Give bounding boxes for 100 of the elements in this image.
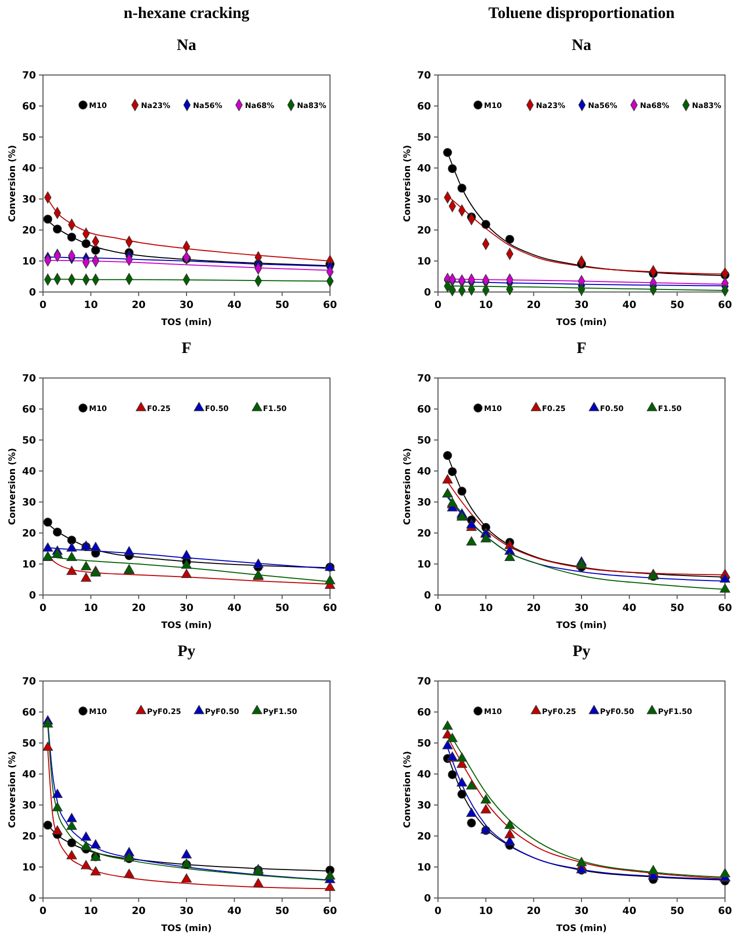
y-tick-label: 30 bbox=[22, 498, 36, 508]
y-tick-label: 0 bbox=[29, 288, 36, 298]
y-tick-label: 30 bbox=[417, 194, 432, 206]
y-tick-label: 60 bbox=[22, 102, 36, 112]
x-tick-label: 60 bbox=[323, 300, 337, 311]
y-tick-label: 60 bbox=[22, 404, 36, 416]
x-tick-label: 60 bbox=[718, 603, 732, 614]
y-tick-label: 60 bbox=[417, 102, 432, 112]
x-tick-label: 30 bbox=[180, 300, 194, 311]
x-tick-label: 30 bbox=[574, 300, 588, 311]
y-tick-label: 30 bbox=[22, 800, 36, 812]
y-tick-label: 0 bbox=[29, 894, 36, 904]
chart-title: Toluene disproportionation bbox=[488, 5, 675, 22]
x-tick-label: 30 bbox=[574, 603, 588, 614]
y-tick-label: 20 bbox=[417, 832, 432, 842]
x-tick-label: 50 bbox=[670, 906, 684, 917]
y-tick-label: 20 bbox=[22, 528, 36, 540]
chart-title: Py bbox=[178, 643, 196, 660]
x-tick-label: 0 bbox=[434, 300, 442, 311]
x-tick-label: 20 bbox=[526, 906, 541, 917]
x-axis-title: TOS (min) bbox=[161, 924, 212, 934]
x-tick-label: 10 bbox=[478, 603, 493, 614]
x-axis-title: TOS (min) bbox=[556, 924, 607, 934]
y-tick-label: 50 bbox=[22, 132, 36, 144]
y-tick-label: 60 bbox=[22, 708, 36, 718]
y-tick-label: 70 bbox=[417, 70, 432, 82]
chart-title: F bbox=[576, 340, 587, 357]
chart-subtitle: Na bbox=[176, 37, 196, 54]
x-tick-label: 20 bbox=[132, 300, 146, 311]
y-tick-label: 10 bbox=[417, 256, 432, 268]
y-tick-label: 40 bbox=[417, 164, 432, 174]
y-tick-label: 30 bbox=[417, 498, 432, 508]
x-tick-label: 40 bbox=[227, 603, 242, 614]
x-tick-label: 50 bbox=[275, 906, 290, 917]
y-axis-title: Conversion (%) bbox=[403, 448, 413, 526]
x-tick-label: 10 bbox=[84, 603, 98, 614]
x-tick-label: 20 bbox=[132, 906, 146, 917]
y-tick-label: 0 bbox=[424, 894, 432, 904]
y-tick-label: 70 bbox=[22, 70, 36, 82]
y-tick-label: 10 bbox=[417, 862, 432, 874]
y-axis-title: Conversion (%) bbox=[8, 448, 18, 526]
x-tick-label: 40 bbox=[622, 300, 636, 311]
x-axis-title: TOS (min) bbox=[161, 318, 212, 328]
x-tick-label: 30 bbox=[180, 906, 194, 917]
x-tick-label: 20 bbox=[526, 300, 541, 311]
y-tick-label: 50 bbox=[417, 132, 432, 144]
x-tick-label: 20 bbox=[526, 603, 541, 614]
y-tick-label: 40 bbox=[22, 770, 36, 780]
y-tick-label: 50 bbox=[417, 738, 432, 750]
y-tick-label: 60 bbox=[417, 404, 432, 416]
y-tick-label: 20 bbox=[22, 832, 36, 842]
x-tick-label: 40 bbox=[622, 603, 636, 614]
x-tick-label: 10 bbox=[478, 906, 493, 917]
chart-title: n-hexane cracking bbox=[124, 5, 250, 22]
y-axis-title: Conversion (%) bbox=[8, 750, 18, 828]
y-axis-title: Conversion (%) bbox=[403, 144, 413, 222]
y-tick-label: 10 bbox=[22, 560, 36, 570]
y-tick-label: 30 bbox=[417, 800, 432, 812]
y-tick-label: 70 bbox=[417, 676, 432, 688]
x-tick-label: 0 bbox=[40, 603, 47, 614]
y-tick-label: 40 bbox=[22, 466, 36, 478]
x-tick-label: 50 bbox=[670, 300, 684, 311]
x-tick-label: 60 bbox=[323, 906, 337, 917]
x-tick-label: 40 bbox=[227, 300, 242, 311]
chart-subtitle: Na bbox=[572, 37, 592, 54]
y-tick-label: 20 bbox=[417, 226, 432, 236]
x-tick-label: 60 bbox=[718, 300, 732, 311]
y-tick-label: 10 bbox=[417, 560, 432, 570]
y-tick-label: 10 bbox=[22, 862, 36, 874]
y-tick-label: 0 bbox=[29, 590, 36, 602]
x-tick-label: 10 bbox=[478, 300, 493, 311]
x-tick-label: 0 bbox=[40, 300, 47, 311]
y-tick-label: 50 bbox=[22, 436, 36, 446]
x-tick-label: 10 bbox=[84, 300, 98, 311]
x-tick-label: 30 bbox=[180, 603, 194, 614]
x-tick-label: 0 bbox=[434, 906, 442, 917]
y-axis-title: Conversion (%) bbox=[8, 144, 18, 222]
x-tick-label: 40 bbox=[622, 906, 636, 917]
x-axis-title: TOS (min) bbox=[161, 621, 212, 631]
y-tick-label: 50 bbox=[22, 738, 36, 750]
x-tick-label: 40 bbox=[227, 906, 242, 917]
chart-title: F bbox=[182, 340, 192, 357]
x-axis-title: TOS (min) bbox=[556, 621, 607, 631]
x-tick-label: 60 bbox=[323, 603, 337, 614]
y-tick-label: 40 bbox=[22, 164, 36, 174]
x-tick-label: 30 bbox=[574, 906, 588, 917]
y-tick-label: 70 bbox=[417, 374, 432, 384]
y-tick-label: 40 bbox=[417, 466, 432, 478]
y-tick-label: 40 bbox=[417, 770, 432, 780]
y-axis-title: Conversion (%) bbox=[403, 750, 413, 828]
x-tick-label: 50 bbox=[670, 603, 684, 614]
y-tick-label: 70 bbox=[22, 374, 36, 384]
x-axis-title: TOS (min) bbox=[556, 318, 607, 328]
y-tick-label: 20 bbox=[417, 528, 432, 540]
y-tick-label: 50 bbox=[417, 436, 432, 446]
x-tick-label: 50 bbox=[275, 603, 290, 614]
x-tick-label: 0 bbox=[40, 906, 47, 917]
chart-title: Py bbox=[572, 643, 590, 660]
y-tick-label: 0 bbox=[424, 288, 432, 298]
x-tick-label: 10 bbox=[84, 906, 98, 917]
